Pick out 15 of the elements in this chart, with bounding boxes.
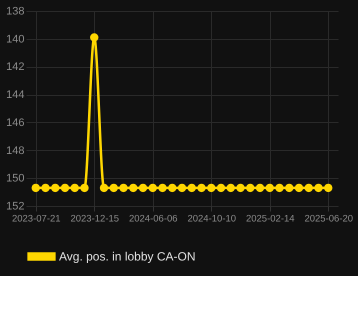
y-tick-label: 150 (6, 172, 24, 185)
y-tick-label: 138 (6, 6, 24, 18)
y-tick-label: 142 (6, 61, 24, 74)
y-tick-label: 148 (6, 144, 24, 157)
x-tick-label: 2024-06-06 (128, 214, 178, 224)
legend-label: Avg. pos. in lobby CA-ON (59, 250, 196, 264)
x-tick-label: 2023-07-21 (12, 214, 61, 224)
x-tick-label: 2023-12-15 (70, 214, 120, 224)
x-tick-label: 2024-10-10 (187, 214, 236, 224)
y-tick-label: 144 (6, 89, 24, 102)
y-tick-label: 140 (6, 33, 24, 46)
x-tick-label: 2025-02-14 (246, 214, 295, 224)
x-tick-label: 2025-06-20 (304, 214, 354, 224)
y-tick-label: 152 (6, 200, 24, 212)
y-tick-label: 146 (6, 116, 24, 129)
